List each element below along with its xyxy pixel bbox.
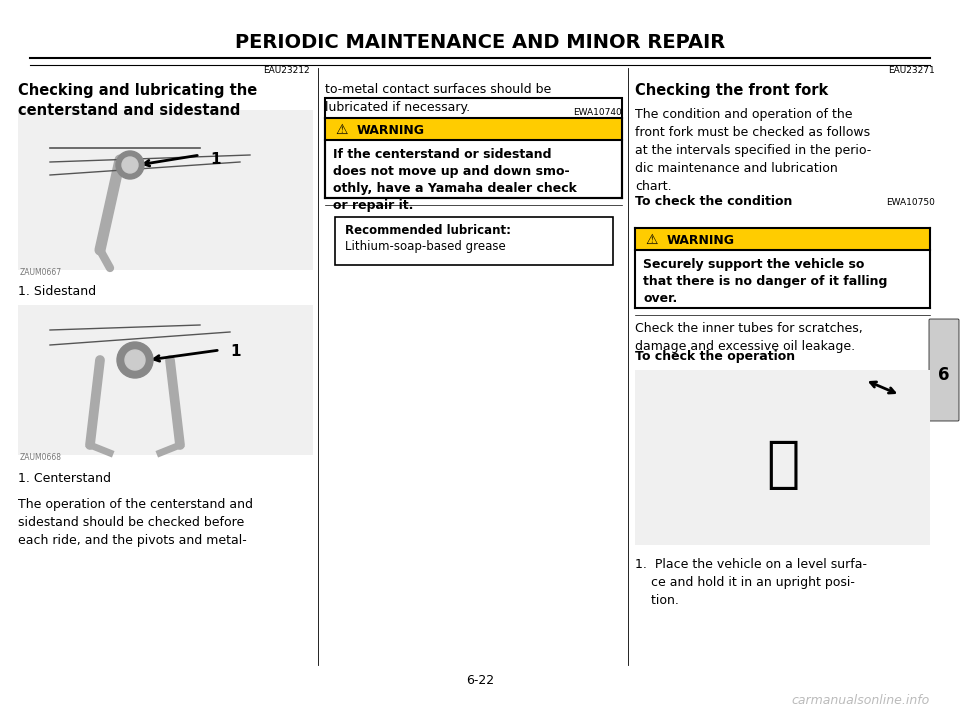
Bar	[18, 305, 313, 455]
Text: 1. Centerstand: 1. Centerstand	[18, 472, 111, 485]
Text: EWA10740: EWA10740	[573, 108, 622, 117]
Text: Recommended lubricant:: Recommended lubricant:	[345, 224, 511, 237]
Text: 1: 1	[210, 152, 221, 167]
Text: EAU23212: EAU23212	[263, 66, 310, 75]
Bar	[325, 118, 622, 140]
Text: Securely support the vehicle so
that there is no danger of it falling
over.: Securely support the vehicle so that the…	[643, 258, 887, 305]
Text: to-metal contact surfaces should be
lubricated if necessary.: to-metal contact surfaces should be lubr…	[325, 83, 551, 114]
Text: carmanualsonline.info: carmanualsonline.info	[792, 694, 930, 707]
Bar	[18, 110, 313, 270]
Text: Checking the front fork: Checking the front fork	[635, 83, 828, 98]
Text: To check the condition: To check the condition	[635, 195, 792, 208]
Circle shape	[125, 350, 145, 370]
Bar	[635, 228, 930, 250]
Text: WARNING: WARNING	[667, 233, 735, 246]
Circle shape	[117, 342, 153, 378]
Bar	[635, 370, 930, 545]
Text: EWA10750: EWA10750	[886, 198, 935, 207]
FancyBboxPatch shape	[335, 217, 613, 265]
Text: ZAUM0668: ZAUM0668	[20, 453, 62, 462]
Text: 6: 6	[938, 366, 949, 384]
Text: 6-22: 6-22	[466, 673, 494, 686]
Text: 🏍: 🏍	[766, 438, 800, 492]
Text: 1.  Place the vehicle on a level surfa-
    ce and hold it in an upright posi-
 : 1. Place the vehicle on a level surfa- c…	[635, 558, 867, 607]
Text: EAU23271: EAU23271	[888, 66, 935, 75]
Circle shape	[122, 157, 138, 173]
Text: Check the inner tubes for scratches,
damage and excessive oil leakage.: Check the inner tubes for scratches, dam…	[635, 322, 863, 353]
Text: ZAUM0667: ZAUM0667	[20, 268, 62, 277]
Text: Checking and lubricating the
centerstand and sidestand: Checking and lubricating the centerstand…	[18, 83, 257, 118]
FancyBboxPatch shape	[325, 98, 622, 198]
Text: To check the operation: To check the operation	[635, 350, 795, 363]
Text: WARNING: WARNING	[357, 123, 425, 136]
Text: ⚠: ⚠	[335, 123, 348, 137]
FancyBboxPatch shape	[929, 319, 959, 421]
Circle shape	[116, 151, 144, 179]
Text: The operation of the centerstand and
sidestand should be checked before
each rid: The operation of the centerstand and sid…	[18, 498, 253, 547]
Text: The condition and operation of the
front fork must be checked as follows
at the : The condition and operation of the front…	[635, 108, 872, 193]
Text: ⚠: ⚠	[645, 233, 658, 247]
Text: 1: 1	[230, 345, 241, 360]
Text: If the centerstand or sidestand
does not move up and down smo-
othly, have a Yam: If the centerstand or sidestand does not…	[333, 148, 577, 212]
Text: Lithium-soap-based grease: Lithium-soap-based grease	[345, 240, 506, 253]
Text: 1. Sidestand: 1. Sidestand	[18, 285, 96, 298]
Text: PERIODIC MAINTENANCE AND MINOR REPAIR: PERIODIC MAINTENANCE AND MINOR REPAIR	[235, 32, 725, 52]
